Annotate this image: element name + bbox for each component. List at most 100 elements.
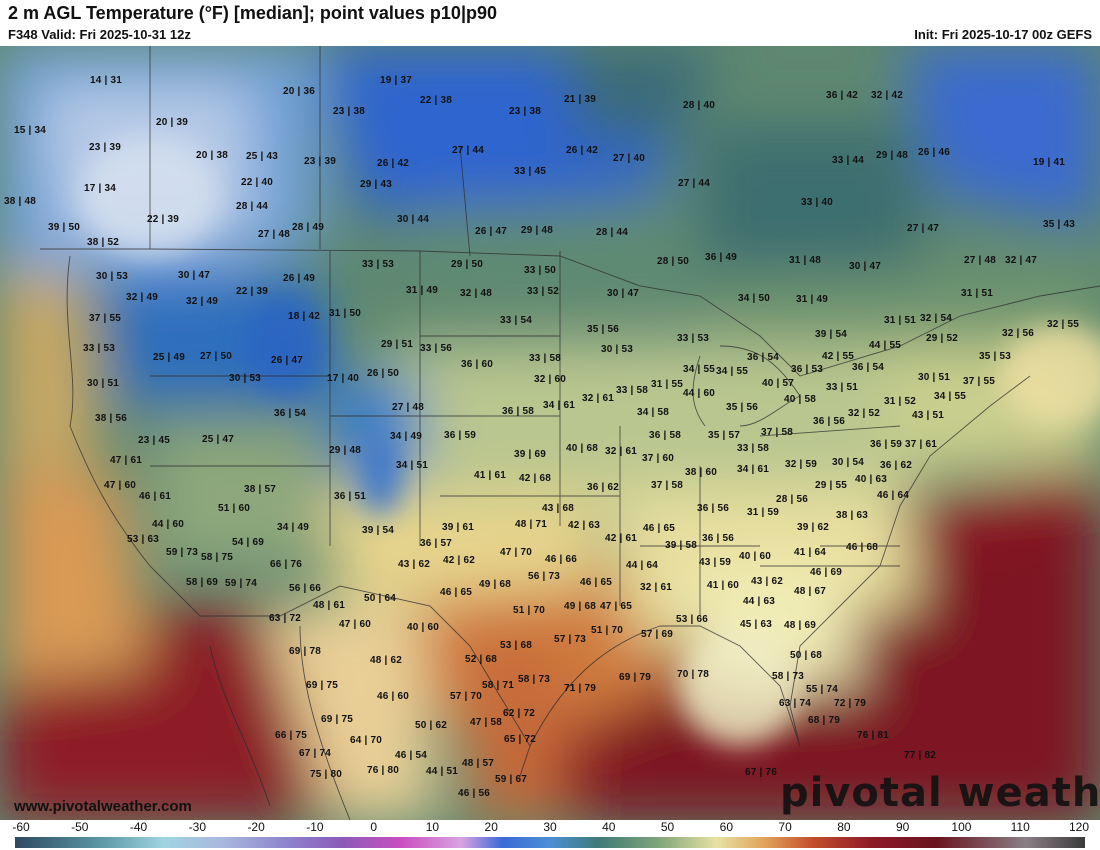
color-scale: -60 -50 -40 -30 -20 -10 0 10 20 30 40 50 60 70 80 90 100… (0, 820, 1100, 850)
point-value-label: 21 | 39 (564, 94, 597, 105)
point-value-label: 37 | 61 (905, 439, 938, 450)
point-value-label: 58 | 69 (186, 577, 219, 588)
point-value-label: 48 | 61 (313, 600, 346, 611)
point-value-label: 30 | 47 (178, 270, 211, 281)
point-value-label: 48 | 67 (794, 586, 827, 597)
temperature-map[interactable]: 14 | 31 15 | 34 23 | 39 17 | 34 38 | 48 39 | … (0, 46, 1100, 820)
point-value-label: 39 | 54 (815, 329, 848, 340)
point-value-label: 23 | 39 (89, 142, 122, 153)
color-scale-tick-label: 110 (1010, 820, 1030, 834)
point-value-label: 34 | 61 (737, 464, 770, 475)
point-value-label: 39 | 54 (362, 525, 395, 536)
point-value-label: 31 | 50 (329, 308, 362, 319)
point-value-label: 70 | 78 (677, 669, 710, 680)
point-value-label: 66 | 75 (275, 730, 308, 741)
point-value-label: 40 | 57 (762, 378, 795, 389)
point-value-label: 58 | 71 (482, 680, 515, 691)
point-value-label: 34 | 55 (716, 366, 749, 377)
point-value-label: 39 | 58 (665, 540, 698, 551)
point-value-label: 39 | 50 (48, 222, 81, 233)
point-value-label: 35 | 43 (1043, 219, 1076, 230)
point-value-label: 26 | 47 (271, 355, 304, 366)
point-value-label: 25 | 43 (246, 151, 279, 162)
point-value-label: 30 | 51 (87, 378, 120, 389)
point-value-label: 26 | 47 (475, 226, 508, 237)
point-value-label: 35 | 57 (708, 430, 741, 441)
point-value-label: 30 | 54 (832, 457, 865, 468)
point-value-label: 50 | 64 (364, 593, 397, 604)
point-value-label: 26 | 42 (566, 145, 599, 156)
point-value-label: 29 | 55 (815, 480, 848, 491)
point-value-label: 76 | 81 (857, 730, 890, 741)
point-value-label: 46 | 65 (643, 523, 676, 534)
point-value-label: 31 | 49 (406, 285, 439, 296)
point-value-label: 34 | 58 (637, 407, 670, 418)
color-scale-tick-label: -60 (12, 820, 30, 834)
point-value-label: 29 | 48 (521, 225, 554, 236)
point-value-label: 37 | 55 (963, 376, 996, 387)
point-value-label: 44 | 64 (626, 560, 659, 571)
point-value-label: 36 | 58 (502, 406, 535, 417)
point-value-label: 34 | 61 (543, 400, 576, 411)
point-value-label: 30 | 44 (397, 214, 430, 225)
point-value-label: 42 | 62 (443, 555, 476, 566)
color-scale-tick-label: -30 (188, 820, 206, 834)
point-value-label: 46 | 64 (877, 490, 910, 501)
point-value-label: 65 | 72 (504, 734, 537, 745)
point-value-label: 57 | 73 (554, 634, 587, 645)
header: 2 m AGL Temperature (°F) [median]; point… (0, 0, 1100, 46)
point-value-label: 27 | 50 (200, 351, 233, 362)
point-value-label: 23 | 39 (304, 156, 337, 167)
color-scale-tick-label: -20 (247, 820, 265, 834)
map-background (0, 46, 1100, 820)
point-value-label: 22 | 40 (241, 177, 274, 188)
point-value-label: 66 | 76 (270, 559, 303, 570)
point-value-label: 42 | 63 (568, 520, 601, 531)
point-value-label: 33 | 53 (362, 259, 395, 270)
point-value-label: 34 | 50 (738, 293, 771, 304)
point-value-label: 71 | 79 (564, 683, 597, 694)
point-value-label: 64 | 70 (350, 735, 383, 746)
website-label[interactable]: www.pivotalweather.com (14, 798, 192, 815)
point-value-label: 26 | 50 (367, 368, 400, 379)
point-value-label: 38 | 52 (87, 237, 120, 248)
point-value-label: 27 | 47 (907, 223, 940, 234)
point-value-label: 36 | 62 (587, 482, 620, 493)
brand-logo: pivotal weather (780, 770, 1100, 816)
point-value-label: 32 | 52 (848, 408, 881, 419)
point-value-label: 23 | 45 (138, 435, 171, 446)
point-value-label: 58 | 73 (772, 671, 805, 682)
point-value-label: 38 | 60 (685, 467, 718, 478)
point-value-label: 31 | 55 (651, 379, 684, 390)
point-value-label: 32 | 54 (920, 313, 953, 324)
point-value-label: 32 | 49 (186, 296, 219, 307)
point-value-label: 32 | 47 (1005, 255, 1038, 266)
point-value-label: 32 | 61 (582, 393, 615, 404)
point-value-label: 43 | 59 (699, 557, 732, 568)
point-value-label: 22 | 39 (147, 214, 180, 225)
color-scale-tick-label: 120 (1068, 820, 1090, 834)
point-value-label: 34 | 55 (683, 364, 716, 375)
point-value-label: 33 | 45 (514, 166, 547, 177)
point-value-label: 34 | 49 (390, 431, 423, 442)
point-value-label: 26 | 49 (283, 273, 316, 284)
point-value-label: 19 | 37 (380, 75, 413, 86)
point-value-label: 68 | 79 (808, 715, 841, 726)
point-value-label: 33 | 53 (83, 343, 116, 354)
point-value-label: 53 | 66 (676, 614, 709, 625)
point-value-label: 33 | 56 (420, 343, 453, 354)
point-value-label: 40 | 68 (566, 443, 599, 454)
point-value-label: 17 | 34 (84, 183, 117, 194)
point-value-label: 44 | 51 (426, 766, 459, 777)
point-value-label: 32 | 48 (460, 288, 493, 299)
point-value-label: 27 | 48 (392, 402, 425, 413)
point-value-label: 49 | 68 (564, 601, 597, 612)
point-value-label: 31 | 51 (961, 288, 994, 299)
point-value-label: 46 | 65 (580, 577, 613, 588)
point-value-label: 47 | 70 (500, 547, 533, 558)
point-value-label: 33 | 58 (529, 353, 562, 364)
point-value-label: 17 | 40 (327, 373, 360, 384)
point-value-label: 30 | 53 (96, 271, 129, 282)
color-scale-tick-label: 70 (778, 820, 792, 834)
color-scale-tick-label: 30 (543, 820, 557, 834)
